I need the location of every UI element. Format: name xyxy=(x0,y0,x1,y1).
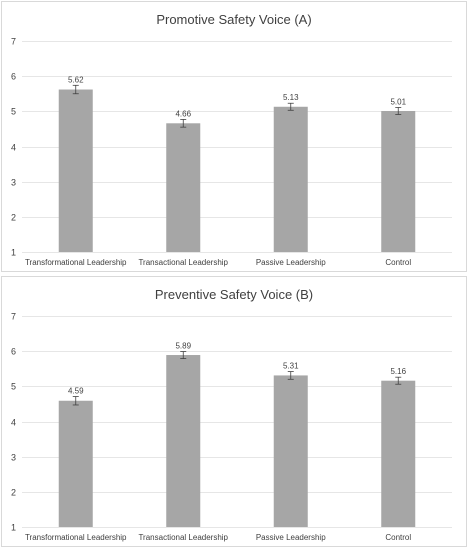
data-label: 4.66 xyxy=(175,109,191,118)
data-label: 4.59 xyxy=(68,387,84,396)
chart-panel-preventive: Preventive Safety Voice (B) 1 2 3 4 5 6 7 4.59 T… xyxy=(1,276,467,547)
y-tick-label: 1 xyxy=(11,523,16,533)
bar xyxy=(58,400,93,527)
data-label: 5.31 xyxy=(283,362,299,371)
x-category-label: Passive Leadership xyxy=(256,258,326,267)
bar xyxy=(381,110,416,253)
bar-chart-preventive: 1 2 3 4 5 6 7 4.59 Transformational Leadership 5.… xyxy=(11,312,452,542)
x-category-label: Control xyxy=(385,258,411,267)
y-tick-label: 3 xyxy=(11,178,16,188)
y-tick-label: 6 xyxy=(11,72,16,82)
bar xyxy=(166,355,201,527)
y-tick-label: 3 xyxy=(11,453,16,463)
y-tick-label: 6 xyxy=(11,347,16,357)
bar-chart-promotive: 1 2 3 4 5 6 7 5.62 Transformational Leadership 4.… xyxy=(11,37,452,267)
x-category-label: Control xyxy=(385,533,411,542)
data-label: 5.13 xyxy=(283,93,299,102)
y-tick-label: 7 xyxy=(11,312,16,322)
data-label: 5.89 xyxy=(175,342,191,351)
x-category-label: Transformational Leadership xyxy=(25,533,127,542)
bar xyxy=(381,380,416,527)
chart-title: Promotive Safety Voice (A) xyxy=(156,12,312,27)
bar xyxy=(273,106,308,253)
y-tick-label: 5 xyxy=(11,107,16,117)
x-category-label: Transactional Leadership xyxy=(138,258,228,267)
y-tick-label: 2 xyxy=(11,488,16,498)
chart-title: Preventive Safety Voice (B) xyxy=(154,287,314,302)
y-tick-label: 4 xyxy=(11,418,16,428)
x-category-label: Transactional Leadership xyxy=(138,533,228,542)
data-label: 5.16 xyxy=(390,367,406,376)
y-tick-label: 7 xyxy=(11,37,16,47)
x-category-label: Transformational Leadership xyxy=(25,258,127,267)
data-label: 5.01 xyxy=(390,97,406,106)
y-tick-label: 4 xyxy=(11,143,16,153)
data-label: 5.62 xyxy=(68,75,84,84)
bar xyxy=(58,89,93,252)
y-tick-label: 5 xyxy=(11,382,16,392)
chart-panel-promotive: Promotive Safety Voice (A) 1 2 3 4 5 6 7 5.62 Tr… xyxy=(1,1,467,272)
bar xyxy=(273,375,308,527)
x-category-label: Passive Leadership xyxy=(256,533,326,542)
y-tick-label: 1 xyxy=(11,248,16,258)
y-tick-label: 2 xyxy=(11,213,16,223)
bar xyxy=(166,123,201,252)
